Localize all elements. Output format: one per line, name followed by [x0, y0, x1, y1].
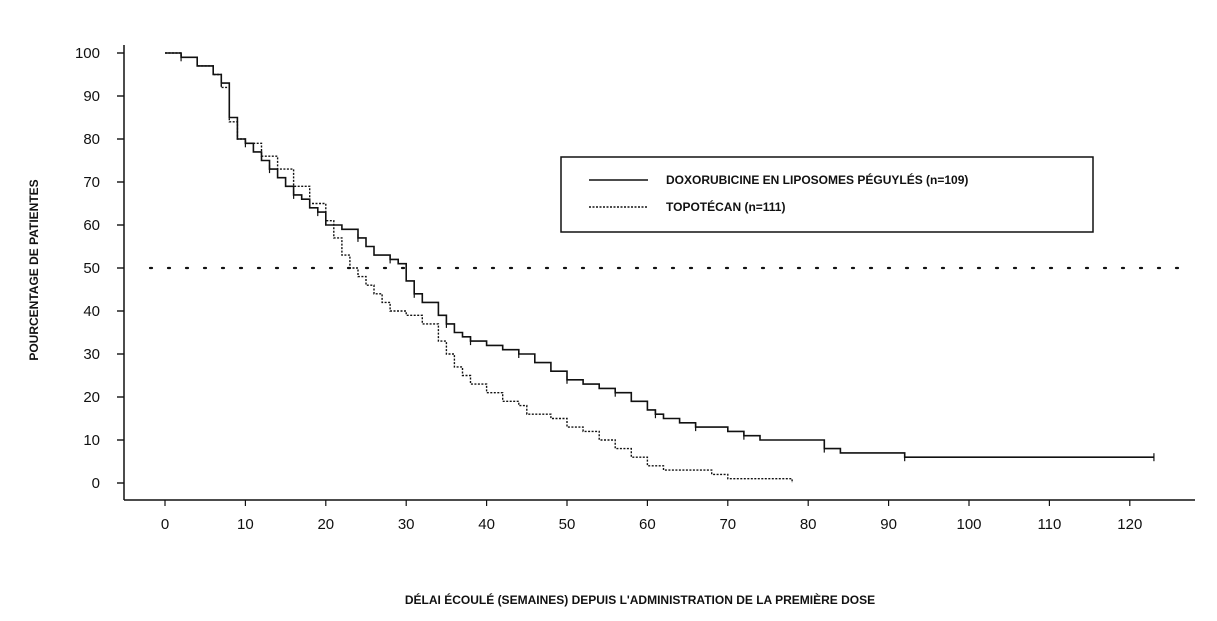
series-line-topotecan	[165, 52, 793, 483]
x-axis-title: DÉLAI ÉCOULÉ (SEMAINES) DEPUIS L'ADMINIS…	[405, 592, 875, 607]
axes-layer: 0 10 20 30 40 50 60 70 80 90 100 0 10 20 30 40 50 60 70 80 9…	[75, 45, 1195, 533]
x-tick-label: 100	[956, 516, 981, 533]
x-tick-label: 40	[478, 516, 495, 533]
x-tick-label: 10	[237, 516, 254, 533]
series-layer	[165, 52, 1155, 483]
y-tick-label: 60	[83, 217, 100, 234]
y-axis-title: POURCENTAGE DE PATIENTES	[27, 179, 41, 360]
y-tick-label: 40	[83, 303, 100, 320]
x-tick-label: 30	[398, 516, 415, 533]
legend-box	[560, 156, 1094, 233]
x-tick-label: 90	[880, 516, 897, 533]
x-tick-label: 80	[800, 516, 817, 533]
x-tick-label: 0	[161, 516, 169, 533]
legend-label-topotecan: TOPOTÉCAN (n=111)	[666, 199, 785, 214]
y-tick-label: 0	[92, 475, 100, 492]
legend-label-doxorubicine: DOXORUBICINE EN LIPOSOMES PÉGUYLÉS (n=10…	[666, 172, 968, 187]
x-tick-label: 50	[559, 516, 576, 533]
y-tick-label: 100	[75, 45, 100, 62]
y-tick-label: 80	[83, 131, 100, 148]
y-tick-label: 50	[83, 260, 100, 277]
y-tick-label: 90	[83, 88, 100, 105]
y-tick-label: 30	[83, 346, 100, 363]
y-tick-label: 70	[83, 174, 100, 191]
x-tick-label: 110	[1037, 516, 1061, 533]
x-tick-label: 20	[317, 516, 334, 533]
x-tick-label: 70	[719, 516, 736, 533]
y-tick-label: 20	[83, 389, 100, 406]
y-tick-label: 10	[83, 432, 100, 449]
x-tick-label: 60	[639, 516, 656, 533]
x-tick-label: 120	[1117, 516, 1142, 533]
legend: DOXORUBICINE EN LIPOSOMES PÉGUYLÉS (n=10…	[560, 156, 1094, 233]
